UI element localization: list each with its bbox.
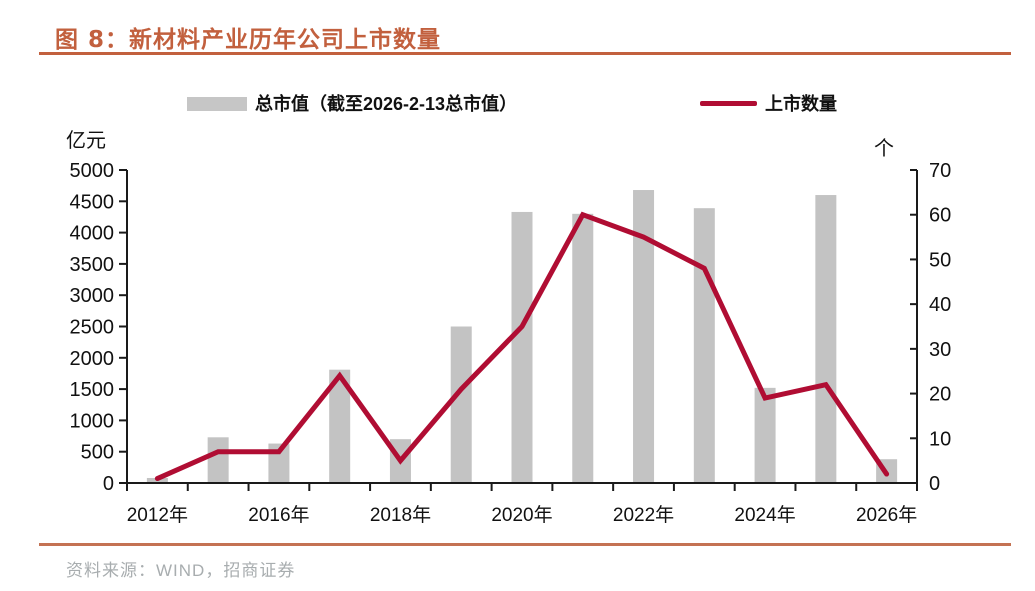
left-axis-tick-label: 2500 — [70, 317, 115, 339]
right-axis-tick-label: 50 — [929, 249, 951, 271]
left-axis-tick-label: 4500 — [70, 191, 115, 213]
right-axis-tick-label: 70 — [929, 160, 951, 182]
right-axis-tick-label: 30 — [929, 339, 951, 361]
bar-2017 — [329, 369, 351, 483]
x-axis-tick-label: 2016年 — [248, 504, 309, 526]
right-axis-tick-label: 60 — [929, 205, 951, 227]
left-axis-tick-label: 0 — [103, 473, 114, 495]
x-axis-tick-label: 2020年 — [491, 504, 552, 526]
left-axis-tick-label: 3500 — [70, 254, 115, 276]
right-axis-tick-label: 40 — [929, 294, 951, 316]
left-axis-tick-label: 5000 — [70, 160, 115, 182]
bar-2021 — [572, 213, 594, 483]
bar-2022 — [633, 190, 655, 484]
left-axis-tick-label: 4000 — [70, 223, 115, 245]
bar-2020 — [511, 211, 533, 483]
bar-2023 — [693, 208, 715, 483]
left-axis-unit-label: 亿元 — [66, 130, 106, 152]
x-axis-tick-label: 2012年 — [127, 504, 188, 526]
left-axis-tick-label: 2000 — [70, 348, 115, 370]
legend-line-swatch — [700, 101, 757, 106]
x-axis-tick-label: 2018年 — [370, 504, 431, 526]
listings-line — [154, 211, 890, 482]
right-axis-tick-label: 10 — [929, 428, 951, 450]
legend-bar-label: 总市值（截至2026-2-13总市值） — [255, 94, 518, 114]
title-divider — [39, 52, 1011, 55]
chart-legend: 总市值（截至2026-2-13总市值） 上市数量 — [0, 90, 1035, 120]
left-axis-tick-label: 500 — [81, 442, 114, 464]
right-axis-tick-label: 0 — [929, 473, 940, 495]
figure-title: 图 8：新材料产业历年公司上市数量 — [55, 27, 442, 53]
x-axis-tick-label: 2026年 — [856, 504, 917, 526]
bar-2024 — [754, 387, 776, 483]
footer-divider — [39, 543, 1011, 546]
legend-bar-swatch — [187, 97, 247, 111]
x-axis-tick-label: 2022年 — [613, 504, 674, 526]
source-text: 资料来源：WIND，招商证券 — [66, 561, 296, 580]
left-axis-tick-label: 1000 — [70, 410, 115, 432]
bar-2014 — [207, 437, 229, 483]
legend-line-label: 上市数量 — [765, 94, 837, 114]
left-axis-tick-label: 3000 — [70, 285, 115, 307]
right-axis-tick-label: 20 — [929, 384, 951, 406]
right-axis-unit-label: 个 — [874, 138, 894, 160]
bar-2019 — [450, 326, 472, 483]
bar-2025 — [815, 195, 837, 484]
left-axis-tick-label: 1500 — [70, 379, 115, 401]
x-axis-tick-label: 2024年 — [734, 504, 795, 526]
